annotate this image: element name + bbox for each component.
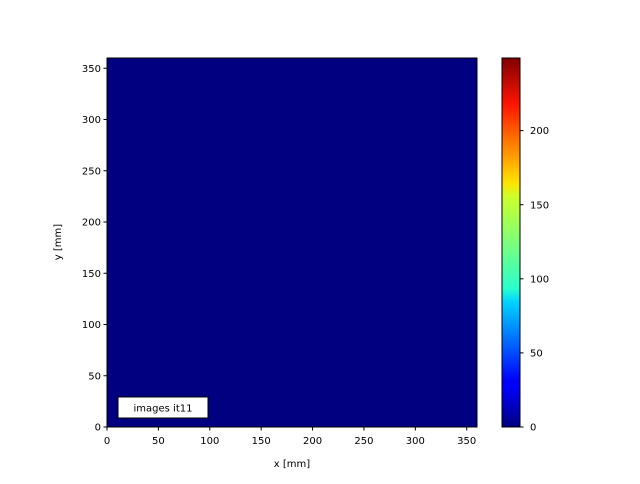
annotation-box: images it11 — [117, 396, 209, 419]
colorbar — [501, 57, 521, 428]
colorbar-tick-label: 100 — [530, 274, 549, 285]
plot-frame — [106, 57, 478, 428]
x-tick-label: 300 — [406, 436, 425, 447]
y-tick-label: 350 — [82, 64, 101, 75]
colorbar-tick-label: 200 — [530, 126, 549, 137]
y-tick-label: 200 — [82, 218, 101, 229]
y-tick-label: 50 — [88, 371, 101, 382]
x-axis: 0 50 100 150 200 250 300 350 — [104, 427, 476, 447]
y-tick-label: 150 — [82, 269, 101, 280]
colorbar-axis: 0 50 100 150 200 — [520, 126, 549, 434]
x-tick-label: 50 — [152, 436, 165, 447]
x-tick-label: 150 — [252, 436, 271, 447]
x-tick-label: 350 — [457, 436, 476, 447]
annotation-text: images it11 — [134, 404, 193, 415]
y-axis: 0 50 100 150 200 250 300 350 — [82, 64, 107, 434]
colorbar-tick-label: 50 — [530, 349, 543, 360]
x-tick-label: 200 — [303, 436, 322, 447]
y-tick-label: 0 — [95, 423, 101, 434]
y-tick-label: 100 — [82, 320, 101, 331]
x-tick-label: 100 — [200, 436, 219, 447]
y-tick-label: 250 — [82, 166, 101, 177]
heatmap-field — [107, 58, 477, 427]
x-tick-label: 0 — [104, 436, 110, 447]
y-tick-label: 300 — [82, 115, 101, 126]
colorbar-tick-label: 150 — [530, 200, 549, 211]
y-axis-label: y [mm] — [53, 224, 64, 260]
x-axis-label: x [mm] — [274, 459, 310, 470]
colorbar-tick-label: 0 — [530, 423, 536, 434]
x-tick-label: 250 — [354, 436, 373, 447]
